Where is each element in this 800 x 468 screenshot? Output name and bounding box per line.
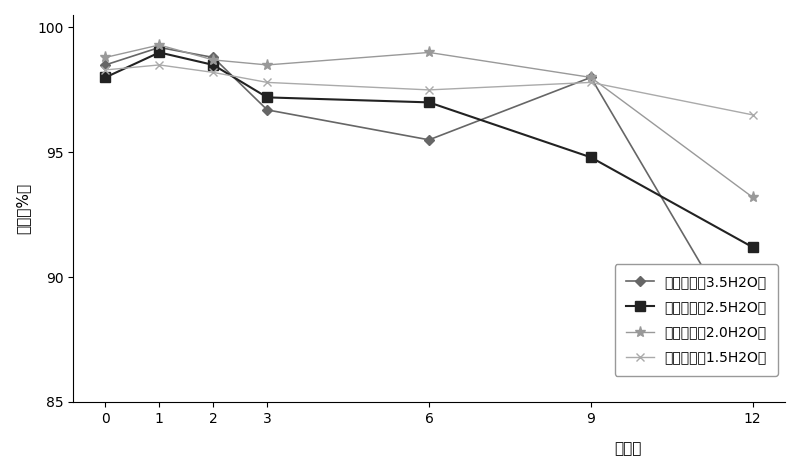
头孢曲松（1.5H2O） (101, 67, 110, 73)
头孢曲松（2.0H2O） (154, 42, 164, 48)
Line: 头孢曲松（1.5H2O）: 头孢曲松（1.5H2O） (102, 61, 757, 119)
头孢曲松（3.5H2O） (424, 137, 434, 143)
头孢曲松（3.5H2O） (262, 107, 272, 113)
头孢曲松（1.5H2O） (748, 112, 758, 117)
头孢曲松（2.0H2O） (101, 55, 110, 60)
头孢曲松（2.0H2O） (586, 74, 596, 80)
头孢曲松（3.5H2O） (748, 349, 758, 355)
头孢曲松（2.5H2O） (586, 154, 596, 160)
头孢曲松（1.5H2O） (262, 80, 272, 85)
头孢曲松（2.0H2O） (209, 57, 218, 63)
头孢曲松（2.5H2O） (154, 50, 164, 55)
头孢曲松（1.5H2O） (154, 62, 164, 68)
头孢曲松（3.5H2O） (101, 62, 110, 68)
头孢曲松（3.5H2O） (586, 74, 596, 80)
头孢曲松（2.0H2O） (748, 194, 758, 200)
Line: 头孢曲松（2.0H2O）: 头孢曲松（2.0H2O） (100, 39, 758, 203)
Line: 头孢曲松（3.5H2O）: 头孢曲松（3.5H2O） (102, 44, 756, 356)
头孢曲松（2.0H2O） (424, 50, 434, 55)
头孢曲松（2.5H2O） (101, 74, 110, 80)
头孢曲松（2.5H2O） (262, 95, 272, 100)
头孢曲松（3.5H2O） (209, 55, 218, 60)
头孢曲松（2.5H2O） (209, 62, 218, 68)
Y-axis label: 含量（%）: 含量（%） (15, 183, 30, 234)
Line: 头孢曲松（2.5H2O）: 头孢曲松（2.5H2O） (101, 48, 758, 252)
头孢曲松（1.5H2O） (209, 70, 218, 75)
头孢曲松（2.5H2O） (748, 244, 758, 250)
头孢曲松（2.5H2O） (424, 100, 434, 105)
Legend: 头孢曲松（3.5H2O）, 头孢曲松（2.5H2O）, 头孢曲松（2.0H2O）, 头孢曲松（1.5H2O）: 头孢曲松（3.5H2O）, 头孢曲松（2.5H2O）, 头孢曲松（2.0H2O）… (614, 264, 778, 376)
Text: （月）: （月） (614, 441, 642, 456)
头孢曲松（2.0H2O） (262, 62, 272, 68)
头孢曲松（1.5H2O） (586, 80, 596, 85)
头孢曲松（1.5H2O） (424, 87, 434, 93)
头孢曲松（3.5H2O） (154, 44, 164, 50)
